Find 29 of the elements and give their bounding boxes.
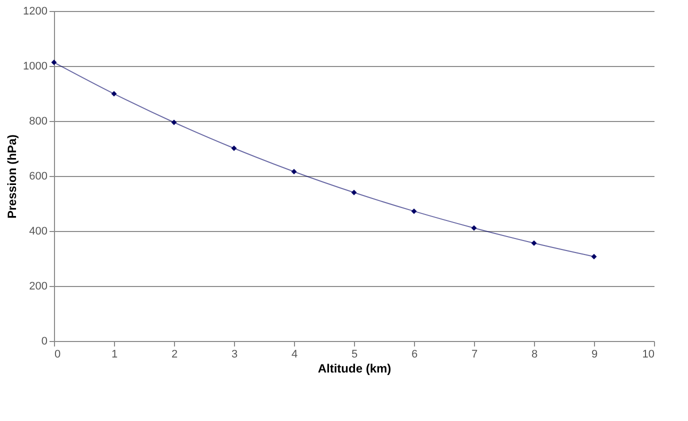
y-tick-label: 600 [29,170,48,182]
y-axis-title: Pression (hPa) [5,134,20,219]
point [291,168,297,174]
point [171,120,177,126]
x-tick-label: 7 [471,348,478,360]
point [471,225,477,231]
y-tick-label: 800 [29,116,48,128]
y-tick-label: 200 [29,280,48,292]
y-tick-label: 1200 [23,6,48,18]
point [351,190,357,196]
point [591,254,597,260]
x-tick-label: 8 [531,348,538,360]
x-tick-label: 9 [591,348,598,360]
y-tick-label: 1000 [23,60,48,72]
point [111,91,117,97]
x-tick-label: 0 [54,348,61,360]
y-tick-label: 400 [29,226,48,238]
x-axis-title: Altitude (km) [318,362,392,376]
x-tick-label: 10 [642,348,654,360]
x-tick-label: 4 [291,348,298,360]
x-tick-label: 6 [411,348,418,360]
x-tick-label: 2 [171,348,178,360]
x-tick-label: 5 [351,348,358,360]
y-tick-label: 0 [41,336,48,348]
point [411,208,417,214]
x-tick-label: 1 [111,348,118,360]
point [531,240,537,246]
x-tick-label: 3 [231,348,238,360]
point [231,145,237,151]
